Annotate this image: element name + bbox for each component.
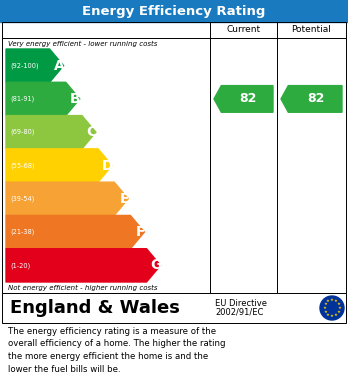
Text: ★: ★ <box>323 302 327 306</box>
Polygon shape <box>6 49 64 82</box>
Text: (21-38): (21-38) <box>10 229 34 235</box>
Text: (81-91): (81-91) <box>10 96 34 102</box>
Text: A: A <box>54 59 65 73</box>
Text: EU Directive: EU Directive <box>215 300 267 308</box>
Polygon shape <box>6 149 112 182</box>
Text: Potential: Potential <box>292 25 331 34</box>
Text: D: D <box>102 158 113 172</box>
Text: England & Wales: England & Wales <box>10 299 180 317</box>
Polygon shape <box>214 86 273 112</box>
Bar <box>0 0 348 22</box>
Text: (55-68): (55-68) <box>10 162 34 169</box>
Text: ★: ★ <box>338 306 342 310</box>
Text: Energy Efficiency Rating: Energy Efficiency Rating <box>82 5 266 18</box>
Text: E: E <box>119 192 129 206</box>
Text: 2002/91/EC: 2002/91/EC <box>215 307 263 316</box>
Text: B: B <box>70 92 81 106</box>
Text: 82: 82 <box>239 92 256 106</box>
Polygon shape <box>6 82 80 116</box>
Circle shape <box>320 296 344 320</box>
Text: (92-100): (92-100) <box>10 63 39 69</box>
Text: ★: ★ <box>337 310 341 314</box>
Text: (1-20): (1-20) <box>10 262 30 269</box>
Text: ★: ★ <box>326 313 330 317</box>
Polygon shape <box>6 116 96 149</box>
Text: ★: ★ <box>334 299 338 303</box>
Text: 82: 82 <box>307 92 325 106</box>
Polygon shape <box>281 86 342 112</box>
Text: ★: ★ <box>330 298 334 302</box>
Text: F: F <box>135 225 145 239</box>
Polygon shape <box>6 215 144 249</box>
Text: ★: ★ <box>334 313 338 317</box>
Text: ★: ★ <box>322 306 326 310</box>
Text: ★: ★ <box>337 302 341 306</box>
Text: Very energy efficient - lower running costs: Very energy efficient - lower running co… <box>8 41 157 47</box>
Text: The energy efficiency rating is a measure of the
overall efficiency of a home. T: The energy efficiency rating is a measur… <box>8 327 226 373</box>
Polygon shape <box>6 182 128 215</box>
Text: ★: ★ <box>323 310 327 314</box>
Text: (39-54): (39-54) <box>10 196 34 202</box>
Text: ★: ★ <box>330 314 334 318</box>
Text: ★: ★ <box>326 299 330 303</box>
Polygon shape <box>6 249 160 282</box>
Text: G: G <box>151 258 162 273</box>
Text: Not energy efficient - higher running costs: Not energy efficient - higher running co… <box>8 285 158 291</box>
Bar <box>2 293 346 323</box>
Bar <box>2 22 346 293</box>
Text: C: C <box>87 125 97 139</box>
Text: Current: Current <box>227 25 261 34</box>
Text: (69-80): (69-80) <box>10 129 34 135</box>
